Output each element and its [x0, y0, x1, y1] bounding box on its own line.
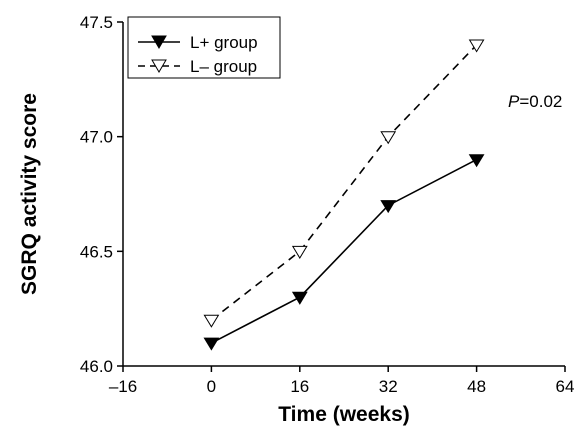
- legend-entry-l-plus: L+ group: [138, 33, 258, 52]
- data-point-filled-triangle: [468, 154, 485, 168]
- legend-open-triangle-marker: [151, 59, 167, 73]
- x-tick-label: 16: [290, 377, 309, 396]
- p-value-annotation: P=0.02: [508, 92, 562, 111]
- data-point-filled-triangle: [380, 200, 397, 214]
- axes: [122, 22, 565, 367]
- x-axis-title: Time (weeks): [278, 403, 410, 426]
- y-tick-label: 47.0: [80, 128, 113, 147]
- legend-box: [127, 16, 281, 79]
- legend-filled-triangle-marker: [151, 35, 167, 49]
- x-tick-label: 0: [207, 377, 216, 396]
- series-l-minus: [203, 39, 485, 328]
- p-value-number: =0.02: [519, 92, 562, 111]
- y-tick-label: 46.5: [80, 242, 113, 261]
- series-l-plus: [203, 154, 485, 351]
- p-value-italic: P: [508, 92, 520, 111]
- legend-label-l-minus: L– group: [190, 57, 257, 76]
- data-point-filled-triangle: [291, 291, 308, 305]
- legend: L+ group L– group: [127, 16, 281, 79]
- y-tick-label: 47.5: [80, 13, 113, 32]
- x-ticks: –16 0 16 32 48 64: [109, 366, 575, 396]
- y-ticks: 46.0 46.5 47.0 47.5: [80, 13, 123, 376]
- data-point-open-triangle: [203, 314, 220, 328]
- series-layer: [203, 39, 485, 351]
- y-tick-label: 46.0: [80, 357, 113, 376]
- data-point-open-triangle: [291, 245, 308, 259]
- legend-label-l-plus: L+ group: [190, 33, 258, 52]
- x-tick-label: –16: [109, 377, 137, 396]
- x-tick-label: 48: [467, 377, 486, 396]
- x-tick-label: 64: [556, 377, 575, 396]
- legend-entry-l-minus: L– group: [138, 57, 257, 76]
- x-tick-label: 32: [379, 377, 398, 396]
- y-axis-title: SGRQ activity score: [18, 93, 41, 295]
- series-line: [210, 44, 478, 321]
- data-point-filled-triangle: [203, 337, 220, 351]
- series-line: [211, 158, 477, 344]
- data-point-open-triangle: [380, 131, 397, 145]
- data-point-open-triangle: [468, 39, 485, 53]
